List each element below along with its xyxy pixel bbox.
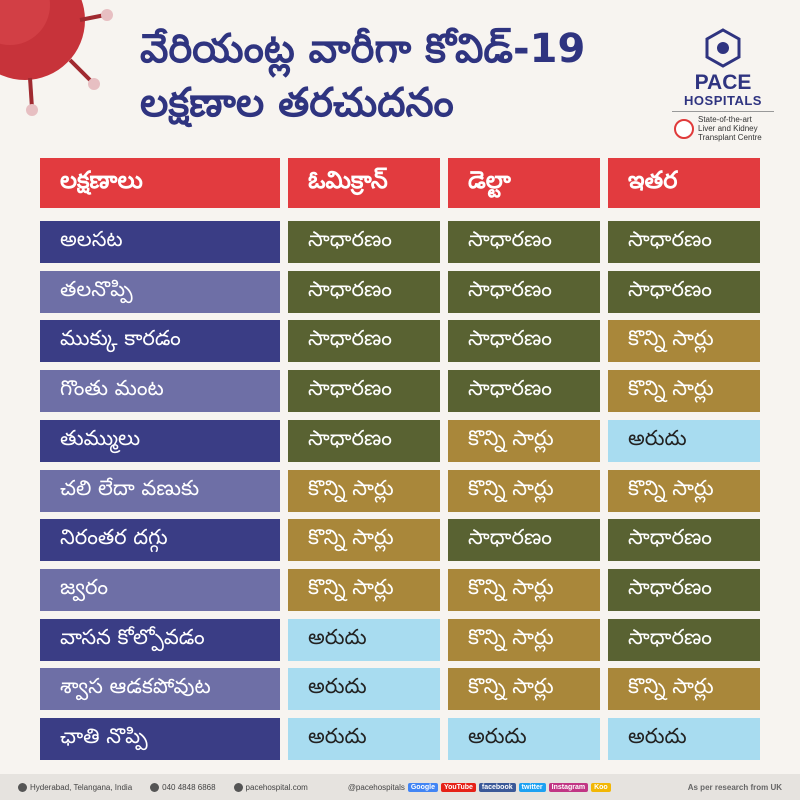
footer-phone: 040 4848 6868: [150, 782, 216, 792]
header-symptoms: లక్షణాలు: [40, 158, 280, 208]
frequency-cell-omicron-sometimes: కొన్ని సార్లు: [288, 470, 440, 512]
frequency-cell-delta-common: సాధారణం: [448, 519, 600, 561]
logo-divider: [672, 111, 774, 112]
frequency-cell-delta-sometimes: కొన్ని సార్లు: [448, 619, 600, 661]
logo-brand: PACE: [694, 71, 752, 94]
frequency-cell-delta-sometimes: కొన్ని సార్లు: [448, 420, 600, 462]
frequency-cell-omicron-common: సాధారణం: [288, 221, 440, 263]
symptom-cell: నిరంతర దగ్గు: [40, 519, 280, 561]
frequency-cell-other-common: సాధారణం: [608, 619, 760, 661]
youtube-icon[interactable]: YouTube: [440, 782, 476, 792]
frequency-cell-delta-common: సాధారణం: [448, 370, 600, 412]
symptom-cell: అలసట: [40, 221, 280, 263]
location-pin-icon: [18, 782, 27, 792]
page-title: వేరియంట్ల వారీగా కోవిడ్-19 లక్షణాల తరచుద…: [140, 22, 660, 130]
frequency-cell-other-sometimes: కొన్ని సార్లు: [608, 668, 760, 710]
tagline-line-2: Liver and Kidney: [698, 124, 758, 133]
frequency-cell-other-rare: అరుదు: [608, 718, 760, 760]
frequency-cell-other-rare: అరుదు: [608, 420, 760, 462]
frequency-cell-delta-common: సాధారణం: [448, 320, 600, 362]
frequency-cell-delta-common: సాధారణం: [448, 221, 600, 263]
frequency-cell-omicron-common: సాధారణం: [288, 271, 440, 313]
symptom-cell: తుమ్ములు: [40, 420, 280, 462]
symptom-cell: ఛాతి నొప్పి: [40, 718, 280, 760]
social-handle: @pacehospitals: [347, 782, 405, 792]
title-line-1: వేరియంట్ల వారీగా కోవిడ్-19: [140, 26, 586, 72]
pace-hospitals-logo: PACE HOSPITALS State-of-the-art Liver an…: [668, 28, 778, 148]
koo-icon[interactable]: Koo: [591, 782, 611, 792]
frequency-cell-delta-rare: అరుదు: [448, 718, 600, 760]
logo-tagline: State-of-the-art Liver and Kidney Transp…: [668, 115, 778, 142]
tagline-line-1: State-of-the-art: [698, 115, 752, 124]
pace-logo-mark-icon: [705, 28, 741, 68]
frequency-cell-other-sometimes: కొన్ని సార్లు: [608, 470, 760, 512]
footer-note: As per research from UK: [687, 782, 782, 792]
title-line-2: లక్షణాల తరచుదనం: [140, 80, 454, 126]
header-other: ఇతర: [608, 158, 760, 208]
seal-icon: [674, 118, 694, 139]
footer-location: Hyderabad, Telangana, India: [18, 782, 132, 792]
instagram-icon[interactable]: Instagram: [548, 782, 589, 792]
phone-icon: [150, 782, 160, 792]
frequency-cell-other-common: సాధారణం: [608, 519, 760, 561]
symptom-cell: గొంతు మంట: [40, 370, 280, 412]
logo-brand-sub: HOSPITALS: [684, 93, 762, 108]
frequency-cell-omicron-rare: అరుదు: [288, 619, 440, 661]
tagline-line-3: Transplant Centre: [698, 133, 762, 142]
frequency-cell-other-common: సాధారణం: [608, 271, 760, 313]
header-omicron: ఓమిక్రాన్: [288, 158, 440, 208]
frequency-cell-other-sometimes: కొన్ని సార్లు: [608, 370, 760, 412]
header-delta: డెల్టా: [448, 158, 600, 208]
symptom-cell: తలనొప్పి: [40, 271, 280, 313]
coronavirus-illustration: [0, 0, 113, 116]
symptom-cell: వాసన కోల్పోవడం: [40, 619, 280, 661]
symptom-cell: జ్వరం: [40, 569, 280, 611]
frequency-cell-delta-sometimes: కొన్ని సార్లు: [448, 668, 600, 710]
frequency-cell-omicron-common: సాధారణం: [288, 420, 440, 462]
symptom-cell: చలి లేదా వణుకు: [40, 470, 280, 512]
frequency-cell-delta-sometimes: కొన్ని సార్లు: [448, 470, 600, 512]
frequency-cell-other-common: సాధారణం: [608, 221, 760, 263]
frequency-cell-omicron-sometimes: కొన్ని సార్లు: [288, 519, 440, 561]
twitter-icon[interactable]: twitter: [518, 782, 546, 792]
frequency-cell-delta-sometimes: కొన్ని సార్లు: [448, 569, 600, 611]
google-icon[interactable]: Google: [407, 782, 438, 792]
globe-icon: [233, 782, 243, 792]
frequency-cell-other-common: సాధారణం: [608, 569, 760, 611]
frequency-cell-other-sometimes: కొన్ని సార్లు: [608, 320, 760, 362]
symptom-cell: శ్వాస ఆడకపోవుట: [40, 668, 280, 710]
symptom-cell: ముక్కు కారడం: [40, 320, 280, 362]
frequency-cell-omicron-rare: అరుదు: [288, 668, 440, 710]
frequency-cell-omicron-common: సాధారణం: [288, 370, 440, 412]
footer-website[interactable]: pacehospital.com: [233, 782, 308, 792]
frequency-cell-omicron-common: సాధారణం: [288, 320, 440, 362]
footer-social: @pacehospitals Google YouTube facebook t…: [347, 782, 611, 792]
facebook-icon[interactable]: facebook: [478, 782, 516, 792]
frequency-cell-delta-common: సాధారణం: [448, 271, 600, 313]
frequency-cell-omicron-rare: అరుదు: [288, 718, 440, 760]
frequency-cell-omicron-sometimes: కొన్ని సార్లు: [288, 569, 440, 611]
footer-bar: Hyderabad, Telangana, India 040 4848 686…: [0, 774, 800, 800]
